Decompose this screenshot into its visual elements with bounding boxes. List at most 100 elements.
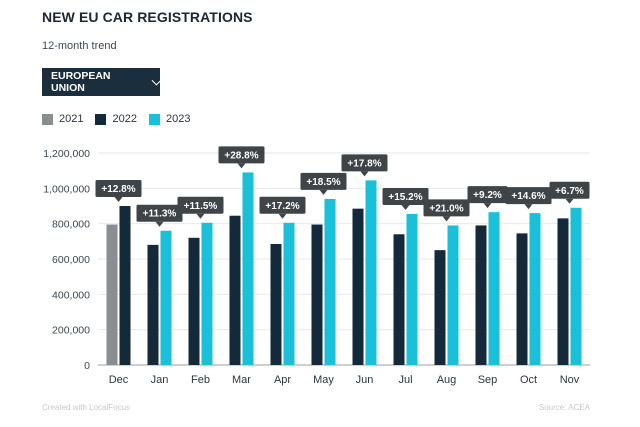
growth-annotation-nov: +6.7% — [549, 181, 590, 204]
annotation-label: +21.0% — [429, 203, 463, 214]
growth-annotation-aug: +21.0% — [423, 199, 470, 222]
annotation-pointer — [319, 189, 328, 195]
x-tick-label: Jan — [151, 374, 169, 386]
y-tick-label: 400,000 — [52, 289, 90, 301]
legend-swatch-2021 — [42, 113, 53, 125]
y-tick-label: 200,000 — [52, 325, 90, 337]
annotation-pointer — [565, 198, 574, 204]
growth-annotation-jan: +11.3% — [136, 204, 183, 227]
bar-2023-feb — [201, 222, 213, 365]
bar-2022-mar — [229, 215, 241, 365]
legend-label-2022: 2022 — [112, 113, 137, 125]
bar-2022-feb — [188, 237, 200, 365]
x-tick-label: Jul — [398, 374, 412, 386]
growth-annotation-oct: +14.6% — [505, 187, 552, 210]
y-tick-label: 600,000 — [52, 254, 90, 266]
annotation-label: +18.5% — [306, 177, 340, 188]
legend-swatch-2023 — [148, 113, 160, 125]
annotation-label: +6.7% — [555, 186, 584, 197]
footer-credit: Created with LocalFocus — [42, 403, 131, 412]
growth-annotation-feb: +11.5% — [177, 196, 224, 219]
annotation-pointer — [237, 163, 246, 169]
bar-2022-may — [311, 224, 323, 365]
legend-swatch-2022 — [95, 113, 107, 125]
bar-2023-jun — [365, 180, 377, 365]
x-tick-label: May — [313, 374, 334, 386]
bar-2023-nov — [570, 207, 582, 365]
bar-2022-oct — [516, 233, 528, 365]
bar-2022-dec — [119, 206, 131, 365]
annotation-pointer — [401, 204, 410, 210]
bar-2021-dec — [106, 224, 118, 365]
annotation-box — [423, 199, 470, 217]
bar-2022-jul — [393, 234, 405, 365]
annotation-label: +11.5% — [184, 201, 218, 212]
bar-2023-mar — [242, 172, 254, 365]
footer-source: Source: ACEA — [538, 403, 590, 412]
annotation-box — [549, 181, 590, 199]
x-tick-label: Mar — [232, 374, 251, 386]
bar-2022-jan — [147, 244, 159, 365]
legend-item-2021[interactable]: 2021 — [42, 113, 83, 125]
annotation-label: +15.2% — [388, 192, 422, 203]
chart-legend: 2021 2022 2023 — [42, 113, 202, 125]
annotation-box — [218, 146, 265, 164]
annotation-box — [95, 180, 142, 197]
x-tick-label: Dec — [109, 374, 129, 386]
bar-2023-aug — [447, 225, 459, 365]
y-tick-label: 0 — [84, 360, 90, 372]
legend-label-2023: 2023 — [165, 113, 191, 125]
annotation-box — [505, 187, 552, 205]
bar-2022-aug — [434, 250, 446, 365]
x-tick-label: Apr — [274, 374, 291, 386]
bar-2023-oct — [529, 213, 541, 365]
annotation-pointer — [278, 213, 287, 219]
bar-2022-apr — [270, 243, 282, 365]
annotation-label: +17.2% — [265, 201, 299, 212]
legend-item-2022[interactable]: 2022 — [95, 113, 137, 125]
annotation-pointer — [114, 197, 123, 202]
x-tick-label: Oct — [520, 374, 537, 386]
annotation-label: +17.8% — [347, 158, 381, 169]
growth-annotation-sep: +9.2% — [467, 186, 508, 209]
chart-title: NEW EU CAR REGISTRATIONS — [42, 9, 253, 25]
annotation-box — [467, 186, 508, 204]
y-tick-label: 800,000 — [52, 219, 90, 231]
annotation-box — [177, 196, 224, 214]
bar-2023-jan — [160, 230, 172, 365]
growth-annotation-mar: +28.8% — [218, 146, 265, 169]
x-tick-label: Nov — [560, 374, 580, 386]
chart-subtitle: 12-month trend — [42, 40, 117, 52]
region-dropdown[interactable]: EUROPEAN UNION — [42, 68, 162, 96]
annotation-box — [382, 187, 429, 205]
annotation-label: +9.2% — [473, 190, 502, 201]
legend-item-2023[interactable]: 2023 — [148, 113, 191, 125]
bar-2023-apr — [283, 222, 295, 365]
x-tick-label: Aug — [437, 374, 457, 386]
growth-annotation-jul: +15.2% — [382, 187, 429, 210]
y-tick-label: 1,000,000 — [43, 183, 90, 195]
bar-2023-jul — [406, 213, 418, 365]
annotation-box — [341, 154, 388, 172]
annotation-pointer — [360, 171, 369, 177]
y-tick-label: 1,200,000 — [43, 148, 90, 160]
annotation-box — [300, 172, 347, 190]
bar-2023-may — [324, 198, 336, 365]
annotation-label: +28.8% — [224, 150, 258, 161]
growth-annotation-may: +18.5% — [300, 172, 347, 195]
annotation-box — [136, 204, 183, 222]
annotation-label: +14.6% — [511, 191, 545, 202]
annotation-label: +11.3% — [143, 209, 177, 220]
annotation-pointer — [196, 213, 205, 219]
annotation-pointer — [442, 216, 451, 222]
bar-2022-sep — [475, 225, 487, 365]
growth-annotation-jun: +17.8% — [341, 154, 388, 177]
bar-2022-jun — [352, 208, 364, 365]
growth-annotation-dec: +12.8% — [95, 180, 142, 202]
annotation-pointer — [483, 203, 492, 209]
x-tick-label: Jun — [356, 374, 374, 386]
x-tick-label: Feb — [191, 374, 210, 386]
legend-label-2021: 2021 — [59, 113, 84, 125]
bar-2022-nov — [557, 218, 569, 365]
